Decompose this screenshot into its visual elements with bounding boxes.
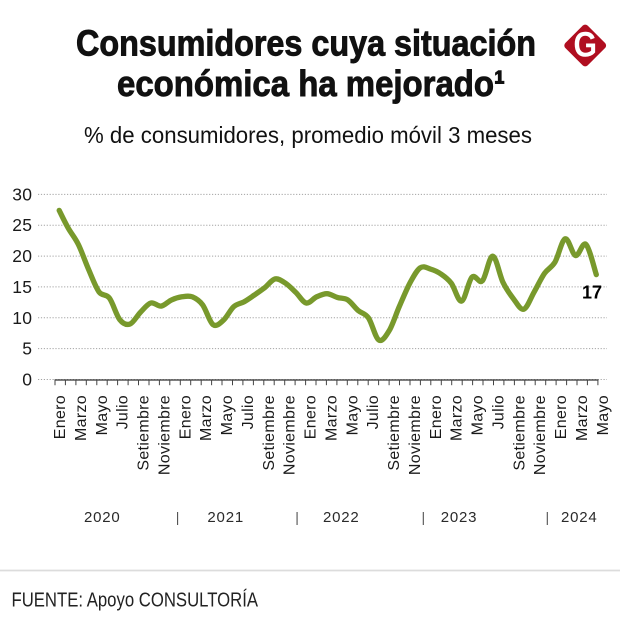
svg-text:Marzo: Marzo	[449, 395, 466, 441]
svg-text:Enero: Enero	[52, 395, 69, 439]
svg-text:|: |	[421, 509, 425, 525]
svg-text:30: 30	[12, 184, 32, 204]
svg-text:Mayo: Mayo	[595, 395, 612, 435]
svg-text:Julio: Julio	[491, 395, 508, 429]
svg-text:Enero: Enero	[553, 395, 570, 439]
svg-text:|: |	[295, 509, 299, 525]
svg-text:% de consumidores, promedio mó: % de consumidores, promedio móvil 3 mese…	[84, 122, 532, 148]
svg-text:Setiembre: Setiembre	[261, 395, 278, 471]
svg-text:Marzo: Marzo	[574, 395, 591, 441]
svg-text:Julio: Julio	[365, 395, 382, 429]
svg-text:2021: 2021	[207, 509, 244, 526]
svg-text:17: 17	[582, 283, 602, 303]
svg-text:Noviembre: Noviembre	[407, 395, 424, 475]
svg-text:5: 5	[22, 339, 32, 359]
svg-text:Mayo: Mayo	[344, 395, 361, 435]
svg-text:Marzo: Marzo	[323, 395, 340, 441]
svg-text:2022: 2022	[323, 509, 360, 526]
svg-text:15: 15	[12, 277, 32, 297]
svg-text:Noviembre: Noviembre	[532, 395, 549, 475]
svg-text:Setiembre: Setiembre	[511, 395, 528, 471]
svg-text:FUENTE: Apoyo CONSULTORÍA: FUENTE: Apoyo CONSULTORÍA	[12, 589, 259, 612]
svg-text:|: |	[176, 509, 180, 525]
svg-text:Julio: Julio	[240, 395, 257, 429]
svg-text:Mayo: Mayo	[219, 395, 236, 435]
svg-text:económica ha mejorado¹: económica ha mejorado¹	[117, 63, 505, 104]
svg-text:Consumidores cuya situación: Consumidores cuya situación	[76, 23, 536, 64]
svg-text:Marzo: Marzo	[198, 395, 215, 441]
svg-text:Julio: Julio	[115, 395, 132, 429]
svg-text:Setiembre: Setiembre	[386, 395, 403, 471]
svg-text:Enero: Enero	[177, 395, 194, 439]
svg-text:Noviembre: Noviembre	[282, 395, 299, 475]
svg-text:Marzo: Marzo	[73, 395, 90, 441]
svg-text:10: 10	[12, 308, 32, 328]
svg-text:0: 0	[22, 370, 32, 390]
svg-text:2020: 2020	[84, 509, 121, 526]
svg-text:20: 20	[12, 246, 32, 266]
svg-text:2023: 2023	[441, 509, 478, 526]
svg-text:Mayo: Mayo	[94, 395, 111, 435]
svg-text:G: G	[573, 25, 597, 64]
svg-text:|: |	[545, 509, 549, 525]
svg-text:Setiembre: Setiembre	[136, 395, 153, 471]
svg-text:25: 25	[12, 215, 32, 235]
svg-text:Enero: Enero	[428, 395, 445, 439]
svg-text:Mayo: Mayo	[470, 395, 487, 435]
svg-text:Noviembre: Noviembre	[156, 395, 173, 475]
svg-text:Enero: Enero	[303, 395, 320, 439]
svg-text:2024: 2024	[561, 509, 598, 526]
